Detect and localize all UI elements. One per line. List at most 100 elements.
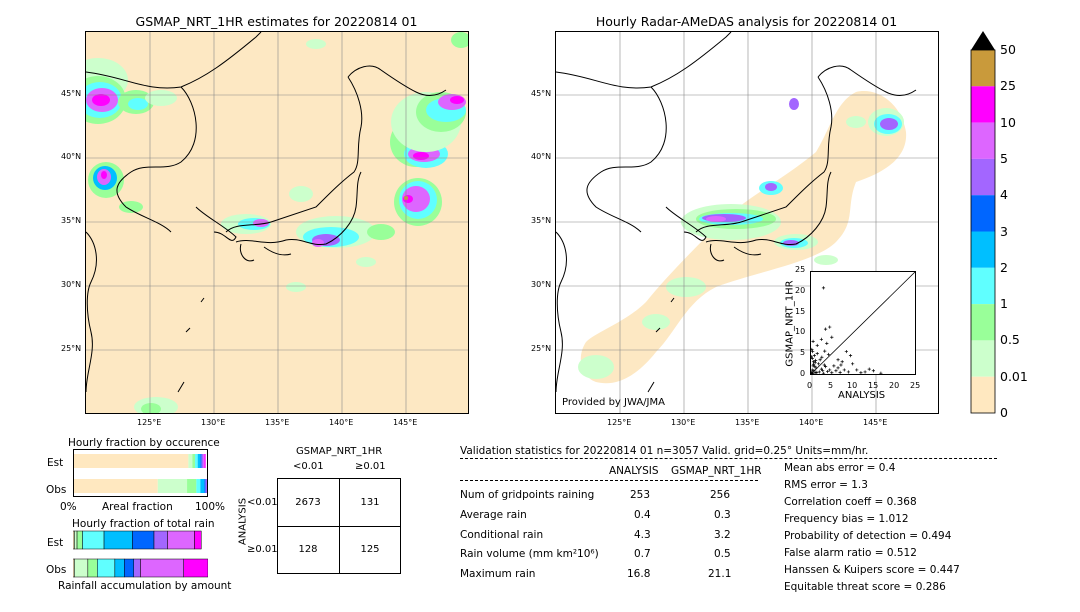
scatter-y-tick: 10 bbox=[795, 327, 806, 336]
stacked-bar-segment bbox=[74, 558, 89, 578]
scatter-x-tick: 25 bbox=[910, 381, 921, 390]
validation-col-rule bbox=[460, 480, 758, 481]
scatter-point bbox=[813, 364, 817, 368]
total-rain-plot bbox=[73, 530, 208, 578]
left-rain-field bbox=[86, 32, 468, 413]
validation-row-gsmap: 0.3 bbox=[714, 509, 731, 521]
stacked-bar-segment bbox=[140, 558, 184, 578]
colorbar-segment bbox=[971, 304, 995, 341]
colorbar-label: 0.5 bbox=[1000, 332, 1020, 348]
total-rain-est-label: Est bbox=[47, 537, 64, 549]
scatter-point bbox=[813, 371, 817, 374]
occurrence-x-right: 100% bbox=[195, 501, 226, 513]
colorbar-segment bbox=[971, 376, 995, 413]
scatter-point bbox=[813, 358, 818, 363]
scatter-point bbox=[842, 368, 846, 372]
stacked-bar-segment bbox=[195, 454, 198, 468]
scatter-y-tick: 15 bbox=[795, 307, 806, 316]
scatter-x-label: ANALYSIS bbox=[838, 390, 886, 401]
scatter-y-tick: 25 bbox=[795, 265, 806, 274]
left-coastline bbox=[86, 32, 447, 393]
colorbar-label: 4 bbox=[1000, 187, 1008, 203]
scatter-point bbox=[811, 370, 814, 374]
validation-row-analysis: 0.4 bbox=[634, 509, 651, 521]
scatter-point bbox=[821, 368, 825, 372]
colorbar-label: 3 bbox=[1000, 223, 1008, 239]
scatter-point bbox=[859, 371, 863, 374]
total-rain-obs-label: Obs bbox=[46, 564, 67, 576]
scatter-point bbox=[811, 349, 815, 354]
scatter-point bbox=[834, 369, 838, 373]
scatter-point bbox=[811, 356, 814, 361]
occurrence-est-label: Est bbox=[47, 457, 64, 469]
validation-row-analysis: 16.8 bbox=[627, 568, 651, 580]
left-lon-tick: 140°E bbox=[329, 418, 354, 427]
score-line: Hanssen & Kuipers score = 0.447 bbox=[784, 564, 960, 576]
right-lon-tick: 135°E bbox=[735, 418, 760, 427]
scatter-point bbox=[823, 327, 828, 331]
left-map-drawing bbox=[86, 32, 468, 413]
right-map-drawing bbox=[556, 32, 938, 413]
score-line: RMS error = 1.3 bbox=[784, 479, 868, 491]
score-line: Probability of detection = 0.494 bbox=[784, 530, 952, 542]
scatter-point bbox=[819, 337, 823, 341]
right-lat-tick: 45°N bbox=[531, 89, 552, 98]
stacked-bar-segment bbox=[197, 454, 201, 468]
right-map: Provided by JWA/JMA bbox=[555, 31, 939, 414]
scatter-point bbox=[871, 369, 875, 373]
scatter-point bbox=[836, 366, 840, 370]
scatter-point bbox=[846, 370, 851, 374]
score-line: Frequency bias = 1.012 bbox=[784, 513, 909, 525]
scatter-x-tick: 15 bbox=[868, 381, 879, 390]
scatter-y-tick: 0 bbox=[800, 369, 806, 378]
scatter-point bbox=[821, 286, 826, 290]
left-lat-tick: 25°N bbox=[61, 344, 82, 353]
colorbar-label: 0.01 bbox=[1000, 368, 1028, 384]
colorbar bbox=[970, 31, 996, 414]
validation-row-gsmap: 256 bbox=[710, 489, 731, 501]
validation-row-analysis: 253 bbox=[630, 489, 651, 501]
left-lon-tick: 145°E bbox=[393, 418, 418, 427]
scatter-inset bbox=[810, 271, 916, 375]
right-lon-tick: 130°E bbox=[671, 418, 696, 427]
stacked-bar-segment bbox=[76, 530, 83, 550]
scatter-point bbox=[815, 352, 819, 356]
scatter-point bbox=[836, 358, 840, 362]
contingency-cell: 125 bbox=[360, 544, 380, 555]
stacked-bar-segment bbox=[103, 530, 133, 550]
contingency-row-1: <0.01 bbox=[247, 497, 278, 508]
scatter-point bbox=[844, 349, 848, 354]
scatter-x-tick: 10 bbox=[847, 381, 858, 390]
occurrence-x-mid: Areal fraction bbox=[102, 501, 173, 513]
total-rain-title: Hourly fraction of total rain bbox=[72, 518, 215, 530]
total-rain-xlabel: Rainfall accumulation by amount bbox=[58, 580, 232, 592]
scatter-point bbox=[879, 371, 883, 374]
colorbar-segment bbox=[971, 50, 995, 87]
right-rain-field bbox=[578, 91, 907, 384]
scatter-point bbox=[839, 363, 843, 367]
scatter-point bbox=[811, 362, 816, 366]
stacked-bar-segment bbox=[124, 558, 134, 578]
colorbar-segment bbox=[971, 158, 995, 196]
validation-row-label: Conditional rain bbox=[460, 529, 544, 541]
scatter-point bbox=[811, 347, 814, 352]
right-lat-tick: 35°N bbox=[531, 216, 552, 225]
right-lon-tick: 140°E bbox=[799, 418, 824, 427]
contingency-cell: 2673 bbox=[295, 497, 321, 508]
scatter-point bbox=[838, 370, 842, 374]
scatter-point bbox=[863, 370, 867, 374]
scatter-point bbox=[811, 355, 814, 359]
scatter-x-tick: 5 bbox=[828, 381, 834, 390]
scatter-point bbox=[812, 354, 816, 358]
validation-row-gsmap: 21.1 bbox=[708, 568, 732, 580]
scatter-point bbox=[818, 358, 822, 362]
scatter-point bbox=[813, 360, 817, 365]
left-grid bbox=[86, 32, 468, 413]
scatter-point bbox=[867, 367, 871, 371]
colorbar-label: 25 bbox=[1000, 78, 1016, 94]
validation-row-analysis: 4.3 bbox=[634, 529, 651, 541]
scatter-point bbox=[823, 365, 828, 369]
right-lat-tick: 25°N bbox=[531, 344, 552, 353]
validation-row-gsmap: 0.5 bbox=[714, 548, 731, 560]
scatter-y-label: GSMAP_NRT_1HR bbox=[784, 280, 796, 367]
